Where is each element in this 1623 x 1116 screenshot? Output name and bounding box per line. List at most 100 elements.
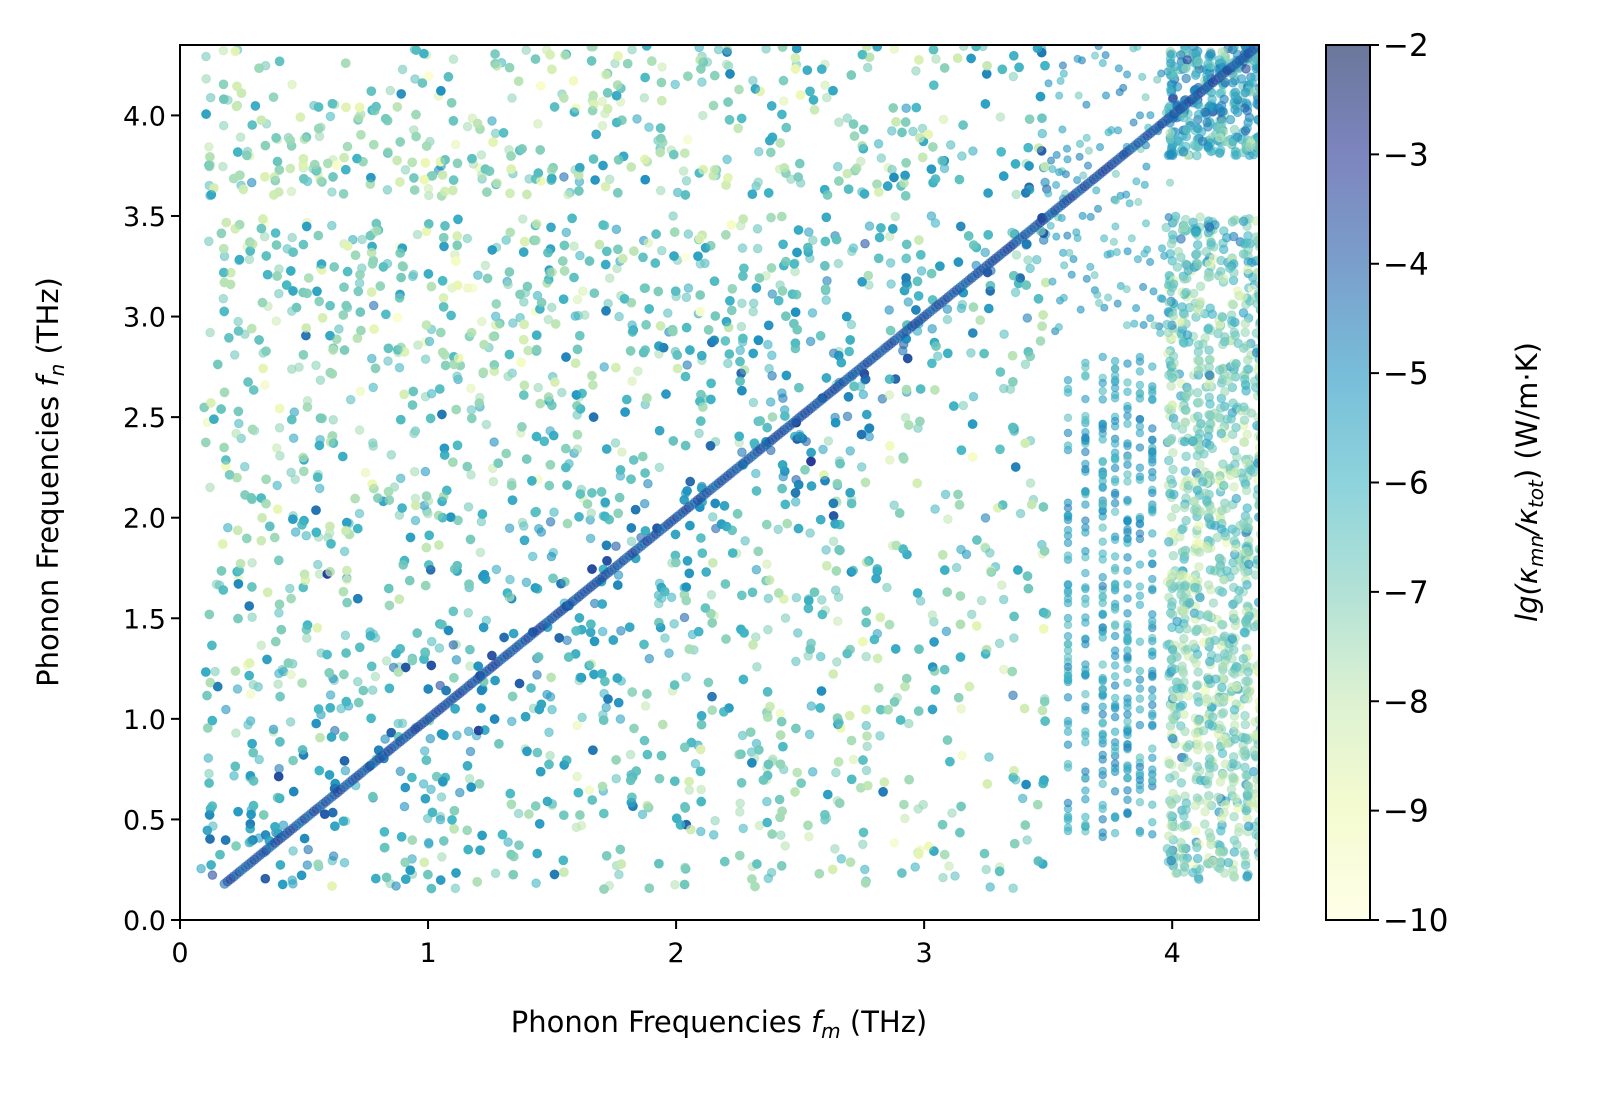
scatter-point [791,498,800,507]
scatter-point [818,610,827,619]
scatter-point [959,401,968,410]
scatter-point [816,332,825,341]
scatter-point [698,351,707,360]
scatter-point [258,298,267,307]
scatter-point [805,730,814,739]
scatter-point [822,546,831,555]
scatter-point [575,513,584,522]
scatter-point [909,127,918,136]
scatter-point [535,820,544,829]
scatter-point [684,284,693,293]
scatter-point [669,212,678,221]
scatter-point [1010,52,1019,61]
scatter-point [558,388,567,397]
scatter-point [1021,360,1030,369]
scatter-point [741,537,750,546]
scatter-point [969,392,978,401]
scatter-point [723,155,732,164]
scatter-point [728,306,737,315]
scatter-point [469,284,478,293]
scatter-point [626,750,635,759]
scatter-point [202,75,211,84]
scatter-point [682,177,691,186]
scatter-point [671,80,680,89]
scatter-point [275,609,284,618]
scatter-point [287,468,296,477]
scatter-point [380,828,389,837]
scatter-point [768,351,777,360]
scatter-point [735,85,744,94]
scatter-point [369,442,378,451]
scatter-point [563,636,572,645]
scatter-point [885,620,894,629]
scatter-point [846,447,855,456]
scatter-point [436,815,445,824]
scatter-point [833,617,842,626]
scatter-point [340,858,349,867]
scatter-point [219,162,228,171]
scatter-point [807,702,816,711]
scatter-point [481,261,490,270]
scatter-point [234,327,243,336]
scatter-point [776,709,785,718]
scatter-point [658,63,667,72]
scatter-point [576,251,585,260]
scatter-point [571,312,580,321]
scatter-point [847,320,856,329]
scatter-point [685,786,694,795]
scatter-point [859,390,868,399]
scatter-point [645,654,654,663]
scatter-point [326,112,335,121]
scatter-point [509,319,518,328]
scatter-point [354,677,363,686]
scatter-point [736,799,745,808]
scatter-point [589,381,598,390]
scatter-point [564,190,573,199]
scatter-point [680,613,689,622]
scatter-point [452,656,461,665]
scatter-point [805,832,814,841]
scatter-point [355,426,364,435]
scatter-point [602,703,611,712]
scatter-point [764,594,773,603]
scatter-point [339,190,348,199]
scatter-point [249,680,258,689]
scatter-point [931,505,940,514]
scatter-point [764,874,773,883]
scatter-point [655,463,664,472]
scatter-point [326,301,335,310]
scatter-point [764,625,773,634]
scatter-point [400,802,409,811]
scatter-point [912,103,921,112]
scatter-point [810,106,819,115]
scatter-point [614,698,623,707]
scatter-point [764,321,773,330]
scatter-point [441,222,450,231]
scatter-point [395,294,404,303]
scatter-point [451,140,460,149]
scatter-point [527,684,536,693]
scatter-point [615,312,624,321]
scatter-point [579,287,588,296]
scatter-point [684,135,693,144]
scatter-point [683,361,692,370]
scatter-point [863,63,872,72]
scatter-point [573,445,582,454]
scatter-point [421,355,430,364]
scatter-point [489,477,498,486]
scatter-point [287,187,296,196]
scatter-point [1012,190,1021,199]
scatter-point [272,317,281,326]
scatter-point [877,154,886,163]
scatter-point [749,307,758,316]
scatter-point [206,328,215,337]
scatter-point [245,255,254,264]
scatter-point [779,394,788,403]
scatter-point [260,232,269,241]
scatter-point [977,596,986,605]
scatter-point [776,139,785,148]
scatter-point [598,627,607,636]
scatter-point [890,45,899,54]
scatter-point [796,159,805,168]
scatter-point [1041,178,1050,187]
